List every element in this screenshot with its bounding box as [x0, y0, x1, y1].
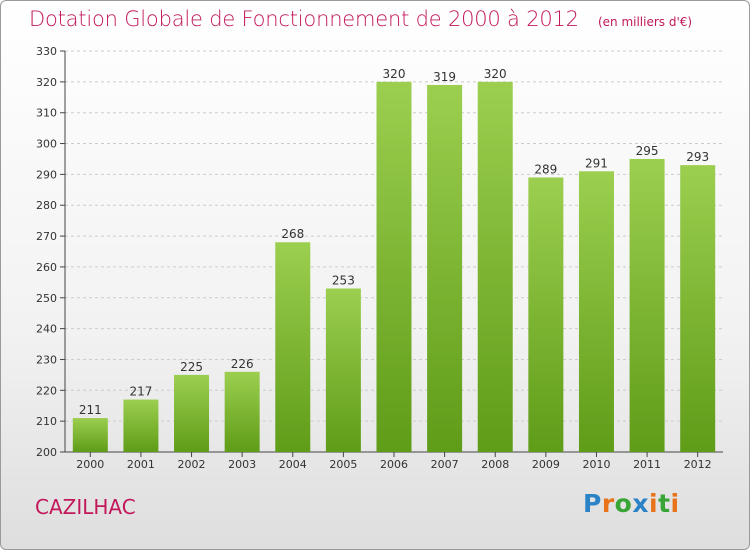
bar-value-label: 289: [534, 162, 557, 176]
bar-value-label: 217: [129, 385, 152, 399]
x-tick-label: 2007: [431, 458, 459, 471]
bar: [427, 84, 463, 452]
logo-letter: t: [658, 489, 671, 518]
logo-letter: i: [649, 489, 659, 518]
bar-value-label: 319: [433, 70, 456, 84]
y-tick-label: 280: [36, 199, 57, 212]
y-tick-label: 240: [36, 323, 57, 336]
bar: [680, 165, 716, 452]
y-tick-label: 320: [36, 76, 57, 89]
logo-letter: i: [670, 489, 680, 518]
y-tick-label: 220: [36, 384, 57, 397]
bar: [578, 171, 614, 453]
logo-letter: r: [601, 489, 615, 518]
bar-value-label: 293: [686, 150, 709, 164]
x-tick-label: 2008: [481, 458, 509, 471]
y-tick-label: 300: [36, 138, 57, 151]
bar: [629, 158, 665, 452]
commune-name: CAZILHAC: [35, 495, 136, 519]
y-tick-label: 260: [36, 261, 57, 274]
y-tick-label: 250: [36, 292, 57, 305]
bar: [376, 81, 412, 452]
y-tick-label: 200: [36, 446, 57, 459]
y-tick-label: 330: [36, 45, 57, 58]
logo-letter: P: [583, 489, 602, 518]
logo-letter: x: [632, 489, 649, 518]
x-tick-label: 2005: [329, 458, 357, 471]
bar-value-label: 253: [332, 274, 355, 288]
proxiti-logo: Proxiti: [583, 489, 680, 518]
y-tick-label: 210: [36, 415, 57, 428]
chart-title: Dotation Globale de Fonctionnement de 20…: [29, 7, 579, 31]
x-tick-label: 2012: [684, 458, 712, 471]
logo-letter: o: [614, 489, 633, 518]
bar-value-label: 211: [79, 403, 102, 417]
x-tick-label: 2003: [228, 458, 256, 471]
x-tick-label: 2009: [532, 458, 560, 471]
bar-value-label: 291: [585, 156, 608, 170]
title-row: Dotation Globale de Fonctionnement de 20…: [29, 7, 692, 31]
y-tick-label: 230: [36, 353, 57, 366]
x-tick-label: 2006: [380, 458, 408, 471]
bar: [275, 242, 311, 452]
x-tick-label: 2002: [178, 458, 206, 471]
bar: [477, 81, 513, 452]
x-tick-label: 2011: [633, 458, 661, 471]
x-tick-label: 2004: [279, 458, 307, 471]
bar-value-label: 225: [180, 360, 203, 374]
bar: [528, 177, 564, 452]
bar: [224, 371, 260, 452]
y-tick-label: 270: [36, 230, 57, 243]
bar: [174, 374, 210, 452]
x-tick-label: 2010: [582, 458, 610, 471]
bar-value-label: 320: [383, 67, 406, 81]
bar: [325, 288, 361, 452]
y-tick-label: 310: [36, 107, 57, 120]
bar-value-label: 268: [281, 227, 304, 241]
bar-value-label: 320: [484, 67, 507, 81]
bar: [72, 418, 108, 452]
bar-value-label: 295: [636, 144, 659, 158]
y-tick-label: 290: [36, 168, 57, 181]
chart-subtitle: (en milliers d'€): [597, 15, 693, 29]
bar: [123, 399, 159, 452]
x-tick-label: 2001: [127, 458, 155, 471]
x-tick-label: 2000: [76, 458, 104, 471]
bar-value-label: 226: [231, 357, 254, 371]
